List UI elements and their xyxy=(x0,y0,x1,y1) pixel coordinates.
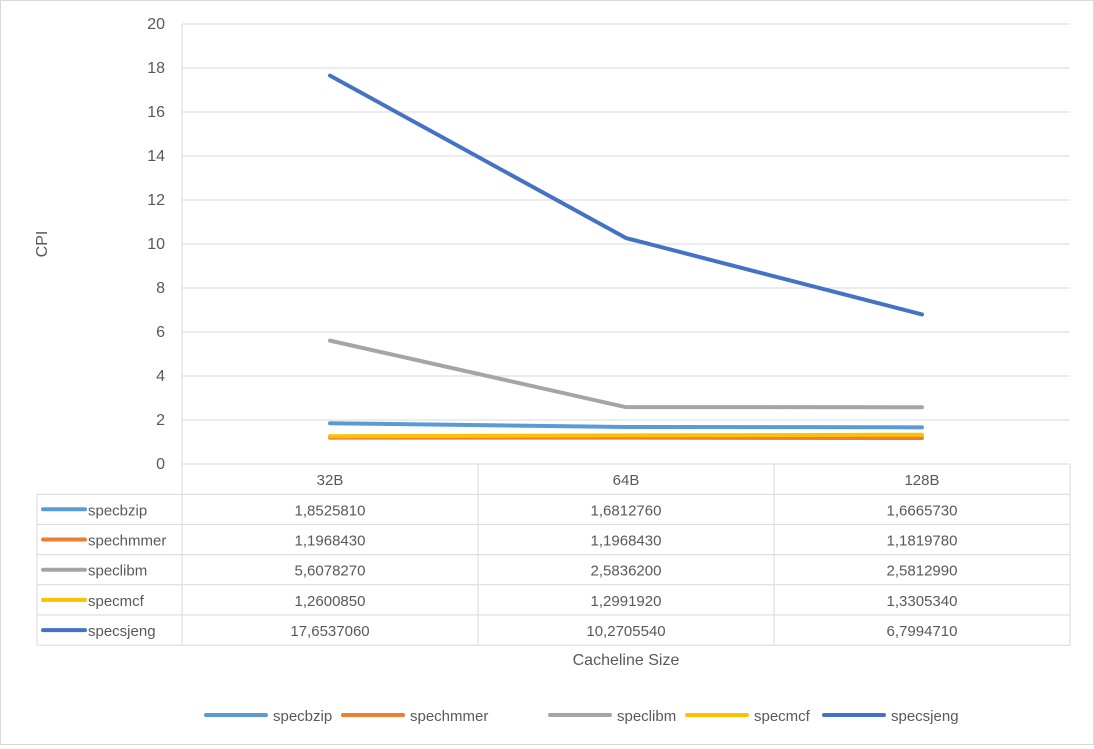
table-cell-value: 10,2705540 xyxy=(586,623,665,640)
y-tick-label: 8 xyxy=(156,280,165,297)
y-tick-label: 16 xyxy=(147,104,165,121)
y-axis-label: CPI xyxy=(34,231,51,258)
legend: specbzip spechmmer speclibm specmcf specsjen… xyxy=(206,708,959,725)
y-tick-label: 4 xyxy=(156,368,165,385)
table-row-name: spechmmer xyxy=(88,533,166,550)
table-cell-value: 1,6812760 xyxy=(591,502,662,519)
table-cell-value: 1,3305340 xyxy=(887,593,958,610)
legend-entry: spechmmer xyxy=(410,708,488,725)
table-cell-value: 2,5812990 xyxy=(887,563,958,580)
table-row-name: speclibm xyxy=(88,563,147,580)
table-cell-value: 1,1968430 xyxy=(295,533,366,550)
y-tick-label: 0 xyxy=(156,456,165,473)
y-tick-label: 2 xyxy=(156,412,165,429)
table-cell-value: 1,1968430 xyxy=(591,533,662,550)
x-tick-label: 128B xyxy=(904,472,939,489)
table-cell-value: 1,8525810 xyxy=(295,502,366,519)
table-cell-value: 1,1819780 xyxy=(887,533,958,550)
table-cell-value: 17,6537060 xyxy=(290,623,369,640)
table-cell-value: 5,6078270 xyxy=(295,563,366,580)
x-tick-label: 32B xyxy=(317,472,344,489)
x-tick-label: 64B xyxy=(613,472,640,489)
legend-entry: specbzip xyxy=(273,708,332,725)
legend-entry: specsjeng xyxy=(891,708,959,725)
y-tick-label: 10 xyxy=(147,236,165,253)
series-line-specbzip xyxy=(330,423,922,427)
y-tick-label: 20 xyxy=(147,16,165,33)
legend-entry: speclibm xyxy=(617,708,676,725)
y-tick-label: 14 xyxy=(147,148,165,165)
series-line-specsjeng xyxy=(330,76,922,315)
y-tick-label: 12 xyxy=(147,192,165,209)
table-cell-value: 1,6665730 xyxy=(887,502,958,519)
y-tick-label: 18 xyxy=(147,60,165,77)
legend-entry: specmcf xyxy=(754,708,811,725)
table-row-name: specsjeng xyxy=(88,623,156,640)
table-cell-value: 2,5836200 xyxy=(591,563,662,580)
table-row-name: specbzip xyxy=(88,502,147,519)
y-tick-label: 6 xyxy=(156,324,165,341)
table-cell-value: 1,2991920 xyxy=(591,593,662,610)
table-row-name: specmcf xyxy=(88,593,145,610)
series-line-speclibm xyxy=(330,341,922,408)
series-line-specmcf xyxy=(330,435,922,437)
table-cell-value: 6,7994710 xyxy=(887,623,958,640)
x-axis-label: Cacheline Size xyxy=(573,652,680,669)
table-cell-value: 1,2600850 xyxy=(295,593,366,610)
